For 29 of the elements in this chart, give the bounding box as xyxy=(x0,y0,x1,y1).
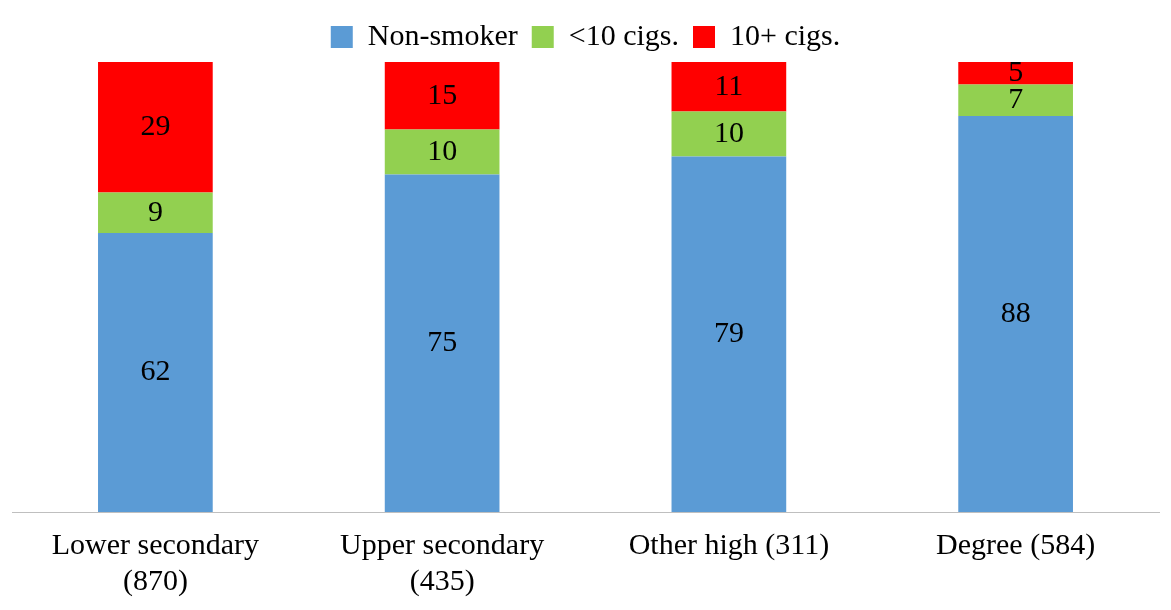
data-label: 10 xyxy=(427,132,458,166)
legend-label: Non-smoker xyxy=(367,17,518,51)
data-label: 79 xyxy=(713,315,744,349)
data-label: 11 xyxy=(714,67,744,101)
legend-label: 10+ cigs. xyxy=(729,17,841,51)
bar xyxy=(671,111,787,157)
x-tick-label: Other high (311) xyxy=(628,526,830,561)
bar xyxy=(98,233,213,512)
data-label: 62 xyxy=(140,353,171,387)
x-tick-label: Degree (584) xyxy=(936,526,1096,561)
x-tick-label: Lower secondary (870) xyxy=(51,526,260,597)
bar xyxy=(384,62,500,130)
data-label: 75 xyxy=(427,324,458,358)
bar xyxy=(671,62,787,112)
data-label: 10 xyxy=(713,114,744,148)
bar xyxy=(98,192,213,233)
bar xyxy=(384,174,500,512)
bar xyxy=(958,84,1073,116)
bar xyxy=(671,156,787,512)
x-tick-label: Upper secondary (435) xyxy=(340,526,545,597)
bar xyxy=(958,116,1073,512)
bar xyxy=(958,62,1073,85)
bar xyxy=(98,62,213,193)
legend-label: <10 cigs. xyxy=(568,17,679,51)
data-label: 29 xyxy=(140,108,171,142)
data-label: 9 xyxy=(147,193,163,227)
bar xyxy=(384,129,500,175)
data-label: 88 xyxy=(1000,294,1031,328)
data-label: 15 xyxy=(427,76,458,110)
